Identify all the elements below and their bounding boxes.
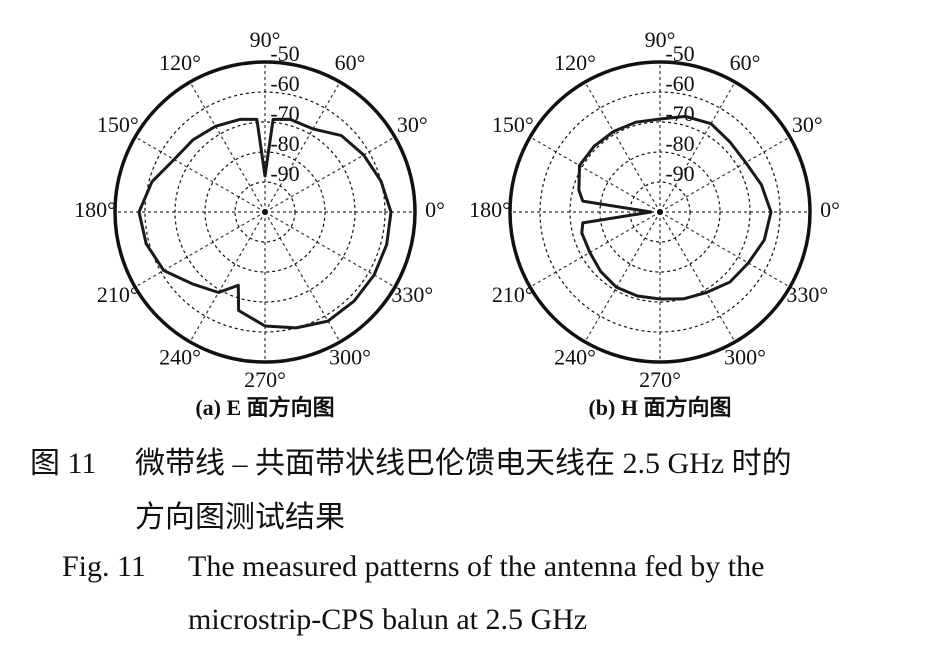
spoke [659,136,791,213]
ring [144,91,386,333]
angle-label: 0° [820,197,840,222]
spoke [189,81,266,213]
caption-text: 方向图测试结果 [135,501,345,534]
r-tick-label: -50 [270,41,299,66]
ring [599,151,721,273]
angle-label: 180° [469,197,511,222]
angle-label: 150° [492,112,534,137]
charts: 0° 30° 60° 90° 120° 150° 180° 210° 240° 270° 300° 3… [74,27,840,420]
pattern-line [137,117,393,330]
caption-label: 图 11 [30,447,97,480]
angle-label: 120° [159,50,201,75]
angle-label: 270° [639,367,681,392]
subtitle: (b) H 面方向图 [588,395,731,420]
spoke [659,211,791,288]
angle-label: 60° [335,50,366,75]
angle-label: 180° [74,197,116,222]
spoke [189,211,266,343]
spoke [264,211,396,288]
spoke [529,211,661,288]
angle-label: 30° [397,112,428,137]
spoke [659,81,736,213]
angle-label: 270° [244,367,286,392]
center [657,209,663,215]
caption-label: Fig. 11 [62,550,146,583]
spoke [584,211,661,343]
spoke [134,211,266,288]
spoke [264,136,396,213]
spoke [529,136,661,213]
angle-label: 90° [250,27,281,52]
r-tick-label: -90 [270,161,299,186]
angle-label: 120° [554,50,596,75]
angle-label: 0° [425,197,445,222]
angle-label: 30° [792,112,823,137]
angle-label: 150° [97,112,139,137]
outer-ring [508,60,812,364]
angle-label: 60° [730,50,761,75]
angle-label: 90° [645,27,676,52]
r-tick-label: -60 [270,71,299,96]
center [262,209,268,215]
spoke [264,211,341,343]
ring [539,91,781,333]
subtitle: (a) E 面方向图 [195,395,334,420]
caption-text: 微带线 – 共面带状线巴伦馈电天线在 2.5 GHz 时的 [135,447,792,480]
outer-ring [113,60,417,364]
spoke [134,136,266,213]
ring [204,151,326,273]
angle-label: 240° [554,344,596,369]
angle-label: 240° [159,344,201,369]
r-tick-label: -80 [270,131,299,156]
angle-label: 300° [724,344,766,369]
caption-text: The measured patterns of the antenna fed… [188,550,765,583]
angle-label: 300° [329,344,371,369]
r-tick-label: -70 [665,101,694,126]
ring [629,181,691,243]
angle-label: 330° [391,282,433,307]
ring [174,121,356,303]
spoke [264,81,341,213]
angle-label: 330° [786,282,828,307]
angle-label: 210° [97,282,139,307]
pattern-line [577,114,773,301]
spoke [659,211,736,343]
r-tick-label: -50 [665,41,694,66]
angle-label: 210° [492,282,534,307]
r-tick-label: -60 [665,71,694,96]
caption-text: microstrip-CPS balun at 2.5 GHz [188,603,588,636]
spoke [584,81,661,213]
ring [569,121,751,303]
ring [234,181,296,243]
r-tick-label: -90 [665,161,694,186]
r-tick-label: -80 [665,131,694,156]
